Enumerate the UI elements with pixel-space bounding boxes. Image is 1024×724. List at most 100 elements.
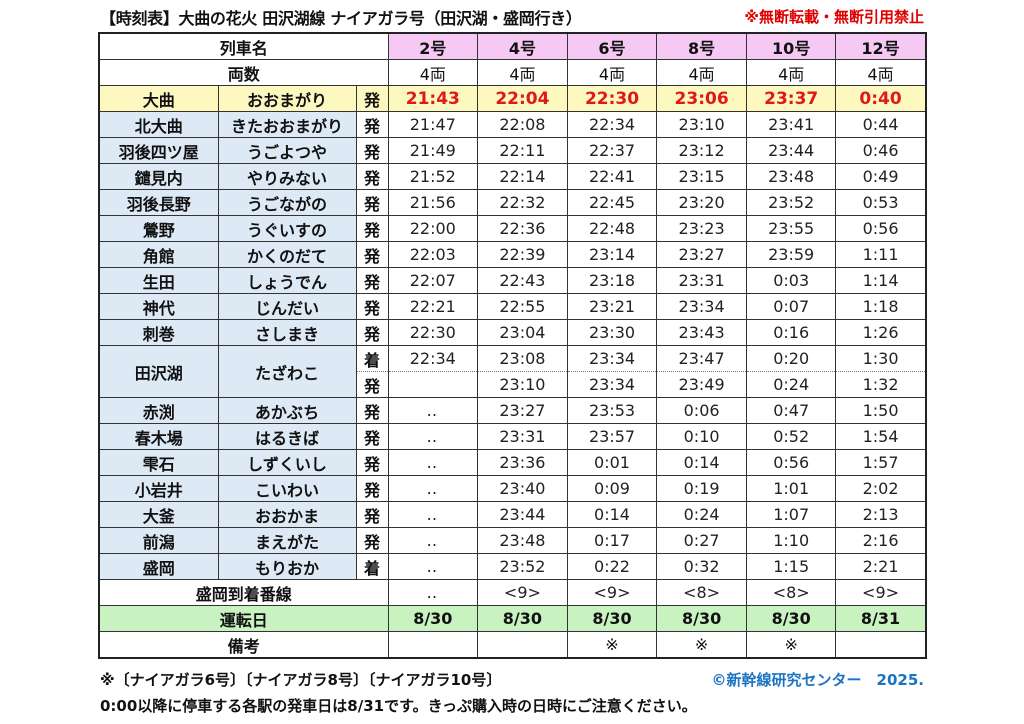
station-row: 雫石 しずくいし発 ‥ 23:36 0:01 0:14 0:56 1:57 <box>98 449 927 476</box>
time-cell: 22:34 <box>387 345 479 372</box>
remarks-cell <box>387 631 479 659</box>
time-cell: 21:43 <box>387 85 479 112</box>
cars-cell: 4両 <box>745 59 837 86</box>
time-cell: 23:31 <box>656 267 747 294</box>
time-cell: 0:32 <box>656 553 747 580</box>
time-cell: 23:27 <box>656 241 747 268</box>
time-cell: 23:34 <box>566 371 658 398</box>
timetable: 列車名 2号 4号 6号 8号 10号 12号 両数 4両 4両 4両 4両 4… <box>98 32 927 659</box>
operating-day-cell: 8/30 <box>745 605 837 632</box>
station-row: 前潟 まえがた発 ‥ 23:48 0:17 0:27 1:10 2:16 <box>98 527 927 554</box>
station-row: 盛岡 もりおか着 ‥ 23:52 0:22 0:32 1:15 2:21 <box>98 553 927 580</box>
station-row: 大釜 おおかま発 ‥ 23:44 0:14 0:24 1:07 2:13 <box>98 501 927 528</box>
operating-day-cell: 8/30 <box>477 605 568 632</box>
operating-day-label: 運転日 <box>98 605 389 632</box>
time-cell: 0:56 <box>745 449 837 476</box>
arr-dep-type: 発 <box>355 163 389 190</box>
time-cell: 22:03 <box>387 241 479 268</box>
time-cell: 0:20 <box>745 345 837 372</box>
arr-dep-type: 発 <box>355 215 389 242</box>
time-cell: ‥ <box>387 449 479 476</box>
time-cell: 23:44 <box>745 137 837 164</box>
origin-row: 大曲 おおまがり 発 21:43 22:04 22:30 23:06 23:37… <box>98 85 927 112</box>
time-cell: 23:43 <box>656 319 747 346</box>
operating-day-row: 運転日 8/30 8/30 8/30 8/30 8/30 8/31 <box>98 605 927 632</box>
time-cell: 22:48 <box>566 215 658 242</box>
time-cell: 22:45 <box>566 189 658 216</box>
station-name: 大釜 <box>98 501 219 528</box>
time-cell: 23:36 <box>477 449 568 476</box>
time-cell: 2:02 <box>835 475 927 502</box>
remarks-cell <box>477 631 568 659</box>
arr-dep-type: 着 <box>355 553 389 580</box>
arr-dep-type: 発 <box>355 397 389 424</box>
time-cell: 0:03 <box>745 267 837 294</box>
time-cell: ‥ <box>387 397 479 424</box>
time-cell: 23:49 <box>656 371 747 398</box>
time-cell: 22:30 <box>387 319 479 346</box>
time-cell: 22:39 <box>477 241 568 268</box>
time-cell: 23:31 <box>477 423 568 450</box>
arr-dep-type: 発 <box>355 527 389 554</box>
arrival-track-cell: <8> <box>745 579 837 606</box>
time-cell: 2:13 <box>835 501 927 528</box>
time-cell: 0:01 <box>566 449 658 476</box>
station-name: 大曲 <box>98 85 219 112</box>
station-name: 鑓見内 <box>98 163 219 190</box>
station-row: 神代 じんだい発 22:21 22:55 23:21 23:34 0:07 1:18 <box>98 293 927 320</box>
footnote-date: 0:00以降に停車する各駅の発車日は8/31です。きっぷ購入時の日時にご注意くだ… <box>100 697 697 715</box>
arr-dep-type: 発 <box>355 267 389 294</box>
time-cell: 0:22 <box>566 553 658 580</box>
arr-dep-type: 発 <box>355 423 389 450</box>
time-cell: 23:15 <box>656 163 747 190</box>
arrival-track-cell: <9> <box>566 579 658 606</box>
station-name: 刺巻 <box>98 319 219 346</box>
arr-dep-type: 発 <box>355 137 389 164</box>
time-cell: 0:53 <box>835 189 927 216</box>
cars-cell: 4両 <box>835 59 927 86</box>
station-row: 羽後四ツ屋 うごよつや発 21:49 22:11 22:37 23:12 23:44 0:46 <box>98 137 927 164</box>
operating-day-cell: 8/30 <box>656 605 747 632</box>
time-cell: 2:21 <box>835 553 927 580</box>
time-cell: 23:14 <box>566 241 658 268</box>
time-cell: 23:27 <box>477 397 568 424</box>
train-header: 6号 <box>566 32 658 60</box>
time-cell: 1:15 <box>745 553 837 580</box>
operating-day-cell: 8/31 <box>835 605 927 632</box>
time-cell: ‥ <box>387 527 479 554</box>
time-cell: 1:57 <box>835 449 927 476</box>
train-header: 10号 <box>745 32 837 60</box>
time-cell: 1:14 <box>835 267 927 294</box>
station-name: 羽後四ツ屋 <box>98 137 219 164</box>
time-cell: 1:07 <box>745 501 837 528</box>
time-cell: 23:59 <box>745 241 837 268</box>
time-cell: 23:37 <box>745 85 837 112</box>
arrival-track-cell: <8> <box>656 579 747 606</box>
remarks-row: 備考 ※ ※ ※ <box>98 631 927 659</box>
time-cell: 22:43 <box>477 267 568 294</box>
station-kana: かくのだて <box>217 241 357 268</box>
remarks-cell <box>835 631 927 659</box>
time-cell: 22:34 <box>566 111 658 138</box>
page-title: 【時刻表】大曲の花火 田沢湖線 ナイアガラ号（田沢湖・盛岡行き） <box>100 9 582 28</box>
time-cell: ‥ <box>387 501 479 528</box>
train-header: 2号 <box>387 32 479 60</box>
remarks-cell: ※ <box>656 631 747 659</box>
time-cell: 22:11 <box>477 137 568 164</box>
footnote-trains: ※〔ナイアガラ6号〕〔ナイアガラ8号〕〔ナイアガラ10号〕 <box>100 671 502 689</box>
train-name-row: 列車名 2号 4号 6号 8号 10号 12号 <box>98 32 927 60</box>
train-header: 12号 <box>835 32 927 60</box>
time-cell: 23:06 <box>656 85 747 112</box>
station-name: 鶯野 <box>98 215 219 242</box>
station-kana: さしまき <box>217 319 357 346</box>
arrival-track-cell: <9> <box>477 579 568 606</box>
time-cell: 0:24 <box>656 501 747 528</box>
time-cell: 1:32 <box>835 371 927 398</box>
station-kana: もりおか <box>217 553 357 580</box>
time-cell: 23:20 <box>656 189 747 216</box>
station-kana: おおかま <box>217 501 357 528</box>
time-cell: 22:41 <box>566 163 658 190</box>
station-row: 鑓見内 やりみない発 21:52 22:14 22:41 23:15 23:48 0:49 <box>98 163 927 190</box>
train-header: 4号 <box>477 32 568 60</box>
time-cell: 23:52 <box>477 553 568 580</box>
